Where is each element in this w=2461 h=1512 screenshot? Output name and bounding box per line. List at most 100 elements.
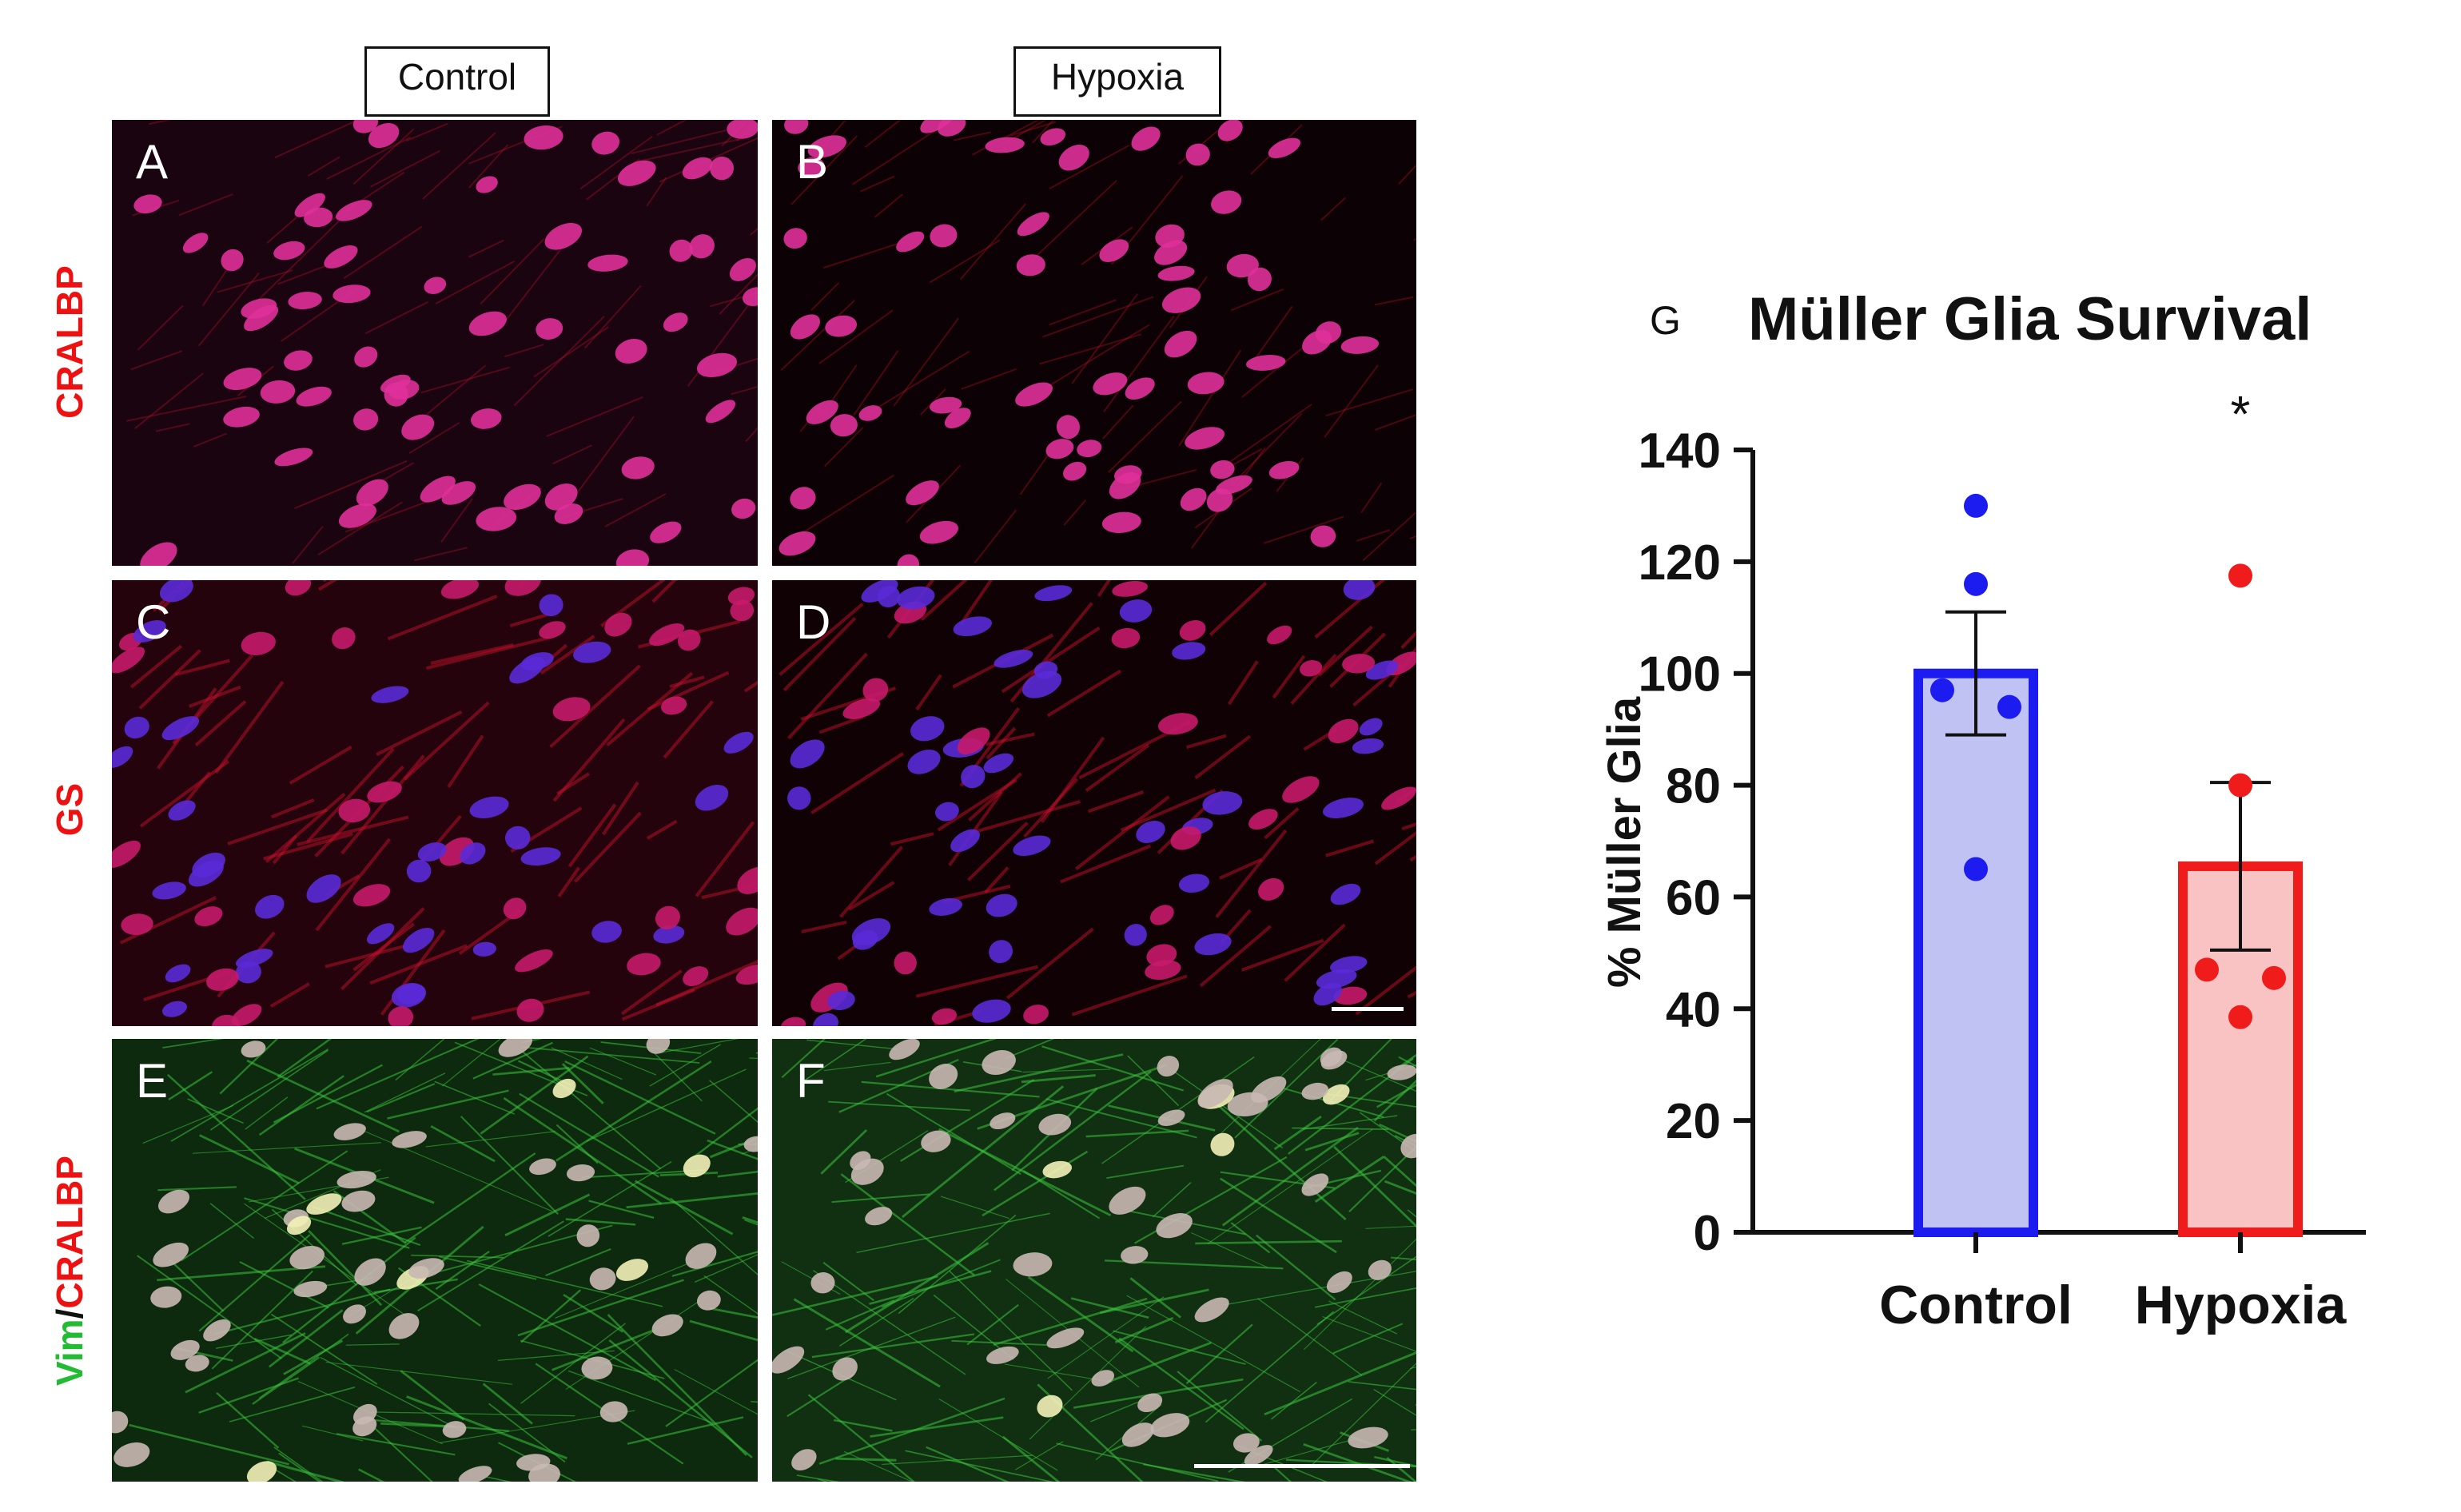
vimentin-fiber [1304, 1132, 1360, 1152]
cell-process [920, 580, 968, 621]
cell-nucleus [897, 554, 920, 566]
cell-process [1199, 925, 1272, 988]
cell-process [787, 652, 868, 740]
cell-nucleus [929, 897, 962, 916]
cell-nucleus [729, 258, 756, 281]
vimentin-fiber [820, 1128, 868, 1175]
panel-letter-e: E [136, 1054, 169, 1108]
cell-nucleus [221, 249, 244, 272]
cell-process [1374, 296, 1414, 306]
micrograph-panel-f: F [772, 1039, 1416, 1482]
cell-nucleus [798, 157, 825, 177]
cell-nucleus [1170, 826, 1201, 850]
vimentin-fiber [1308, 1363, 1416, 1468]
vimentin-fiber [170, 1048, 329, 1142]
cell-nucleus [1150, 1413, 1190, 1438]
vimentin-fiber [665, 1359, 758, 1427]
cell-nucleus [599, 1401, 628, 1422]
cell-nucleus [953, 616, 992, 637]
vimentin-fiber [548, 1161, 672, 1237]
vimentin-fiber [129, 1423, 289, 1466]
cell-nucleus [356, 479, 388, 507]
data-point [2228, 773, 2252, 798]
panel-letter-f: F [796, 1054, 826, 1108]
cell-process [1074, 795, 1170, 871]
vimentin-fiber [870, 1416, 1004, 1438]
cell-nucleus [469, 796, 509, 819]
cell-nucleus [930, 396, 962, 414]
vimentin-fiber [472, 1041, 553, 1080]
vimentin-fiber [1302, 1115, 1398, 1130]
cell-nucleus [617, 160, 656, 186]
vimentin-fiber [1004, 1039, 1055, 1060]
cell-process [1325, 839, 1375, 857]
cell-nucleus [696, 1290, 721, 1311]
cell-nucleus [1194, 933, 1232, 956]
cell-process [970, 799, 1081, 835]
vimentin-fiber [627, 1416, 744, 1445]
vimentin-fiber [717, 1170, 758, 1178]
cell-nucleus [153, 1242, 189, 1267]
vimentin-fiber [244, 1197, 410, 1249]
panel-letter-b: B [796, 135, 829, 189]
cell-nucleus [604, 612, 632, 637]
vimentin-fiber [486, 1476, 512, 1482]
vimentin-fiber [460, 1116, 559, 1216]
vimentin-fiber [187, 1098, 244, 1124]
cell-nucleus [1016, 254, 1045, 277]
vimentin-fiber [563, 1293, 624, 1333]
cell-nucleus [1206, 488, 1233, 512]
cell-process [380, 462, 415, 483]
cell-nucleus [780, 1017, 806, 1026]
vimentin-fiber [1304, 1238, 1416, 1351]
cell-process [779, 603, 864, 676]
vimentin-fiber [1332, 1323, 1404, 1355]
cell-process [257, 211, 349, 301]
vimentin-fiber [520, 1289, 582, 1343]
cell-process [915, 674, 942, 711]
cell-nucleus [743, 1136, 758, 1152]
vimentin-fiber [245, 1096, 289, 1130]
vimentin-fiber [282, 1236, 416, 1343]
cell-process [1063, 499, 1087, 526]
cell-nucleus [440, 580, 479, 599]
vimentin-fiber [1126, 1295, 1301, 1393]
cell-nucleus [306, 1193, 342, 1215]
cell-nucleus [1017, 212, 1049, 237]
cell-nucleus [516, 1454, 551, 1471]
cell-nucleus [938, 120, 966, 137]
cell-nucleus [653, 925, 685, 944]
cell-nucleus [1301, 1173, 1329, 1196]
cell-process [874, 193, 903, 218]
cell-process [1230, 412, 1303, 486]
vimentin-fiber [1047, 1296, 1165, 1379]
cell-process [138, 649, 201, 710]
vimentin-fiber [320, 1356, 464, 1433]
vimentin-fiber [1328, 1300, 1398, 1335]
cell-nucleus [1210, 1132, 1235, 1156]
cell-nucleus [896, 231, 925, 253]
vimentin-fiber [1045, 1098, 1197, 1139]
cell-nucleus [930, 224, 958, 248]
cell-process [818, 309, 894, 364]
cell-process [865, 350, 970, 416]
cell-nucleus [772, 1346, 805, 1374]
vimentin-fiber [1152, 1182, 1192, 1218]
cell-nucleus [1033, 661, 1058, 679]
x-tick-label: Control [1879, 1275, 2073, 1335]
cell-nucleus [1099, 239, 1129, 262]
vimentin-fiber [1379, 1123, 1416, 1143]
cell-process [651, 580, 677, 603]
cell-process [317, 501, 403, 556]
cell-nucleus [615, 549, 650, 566]
cell-nucleus [470, 408, 502, 429]
cell-nucleus [1368, 1259, 1392, 1280]
vimentin-fiber [366, 1083, 436, 1113]
vimentin-fiber [169, 1259, 225, 1312]
cell-process [155, 423, 190, 432]
cell-process [306, 747, 395, 843]
cell-nucleus [1328, 718, 1359, 744]
cell-process [426, 635, 551, 670]
cell-nucleus [1333, 986, 1368, 1005]
cell-nucleus [1119, 599, 1153, 623]
